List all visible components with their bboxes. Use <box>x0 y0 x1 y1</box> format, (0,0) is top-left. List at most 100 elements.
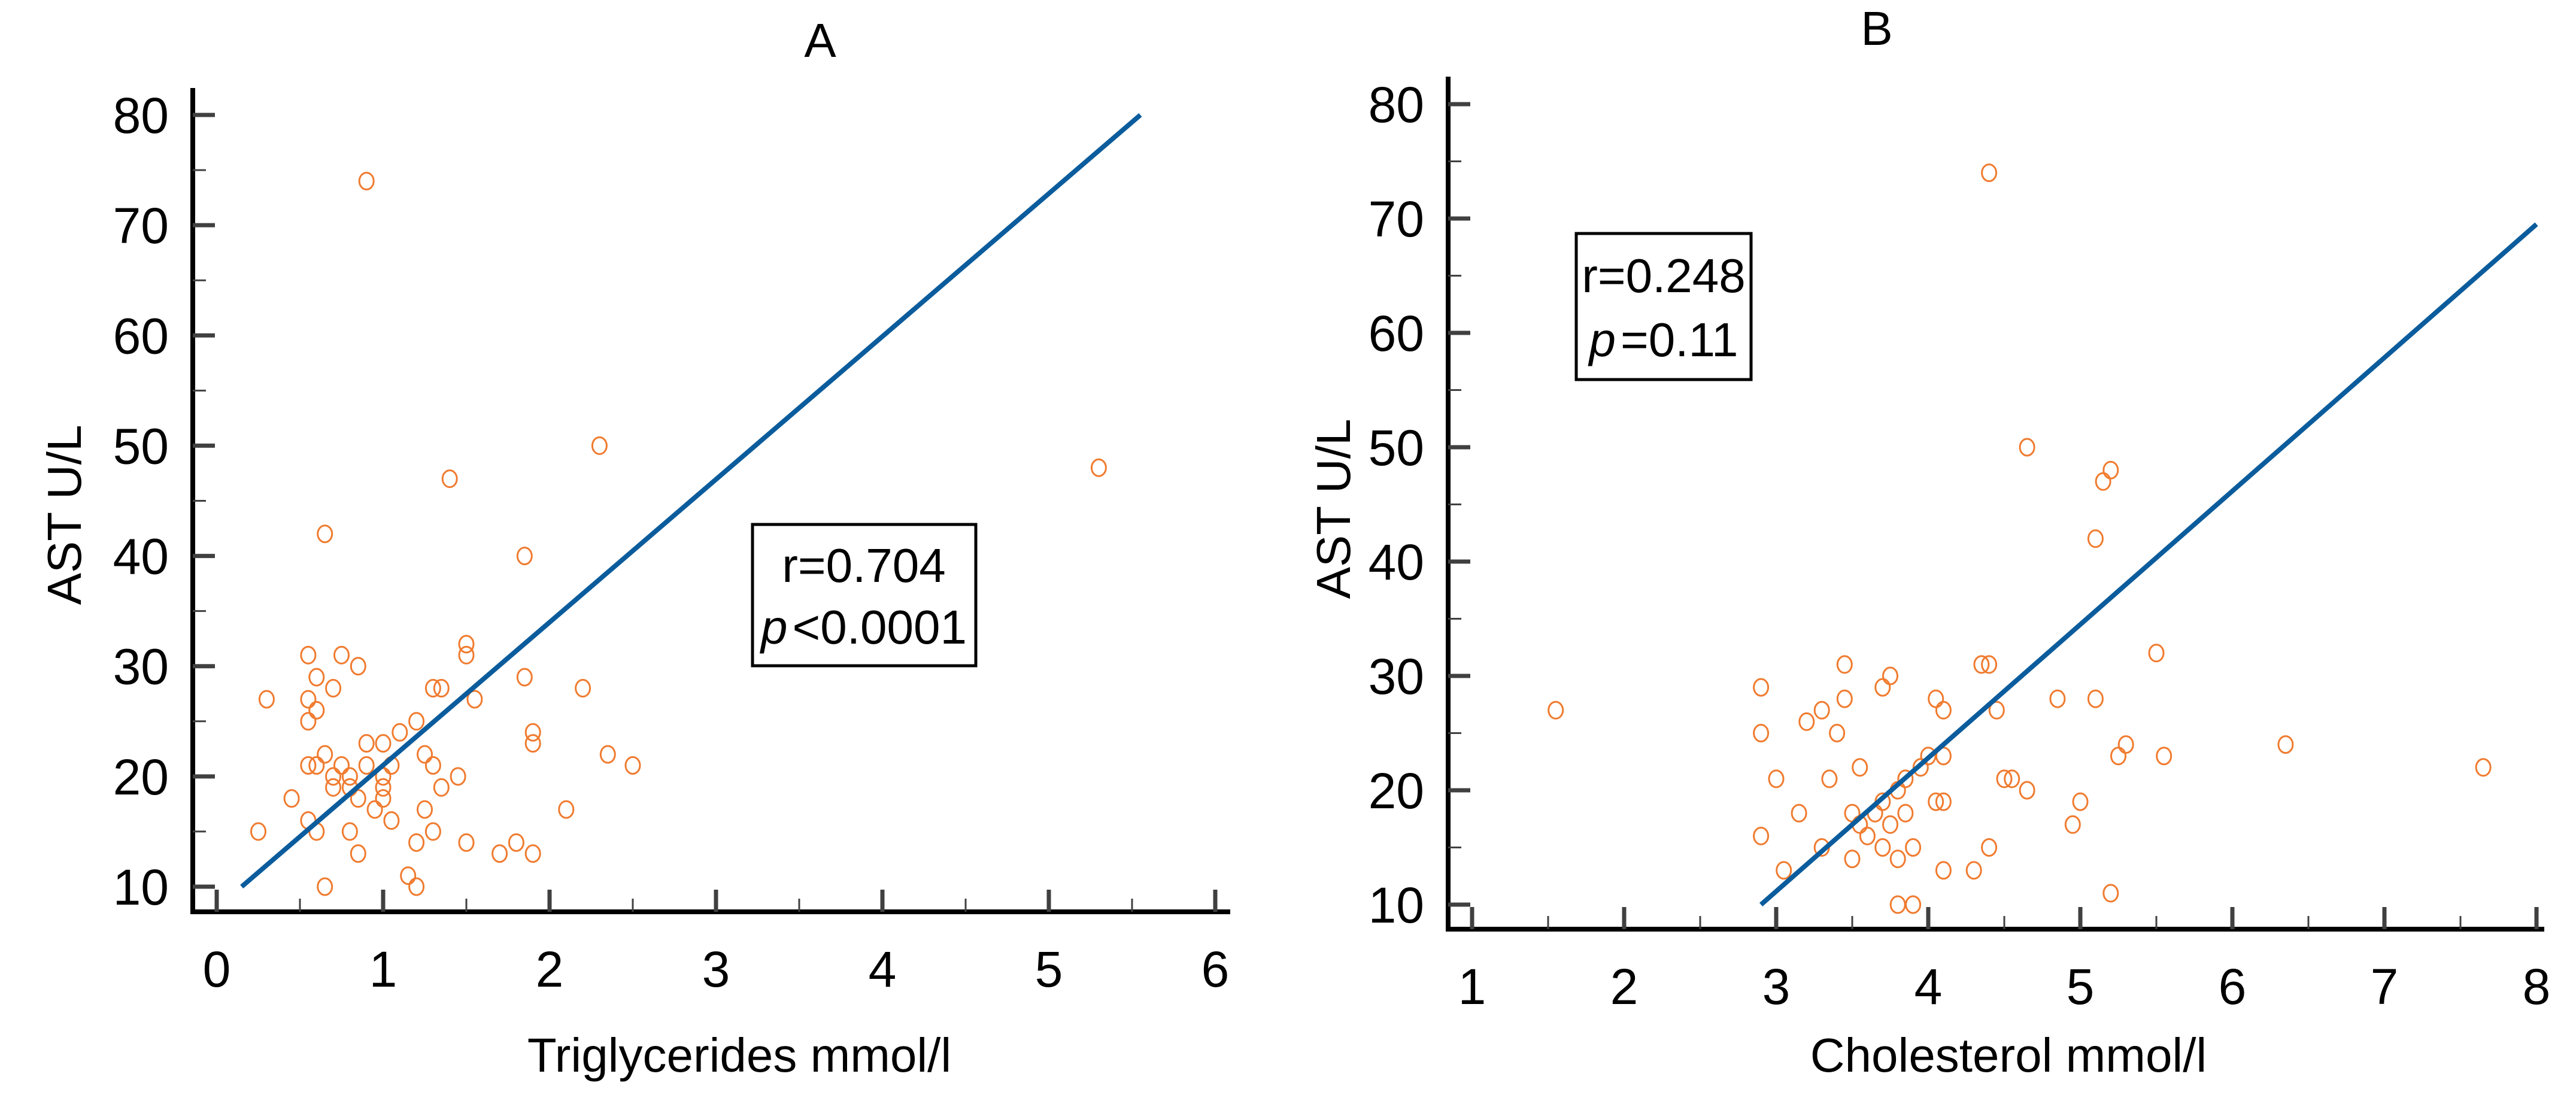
data-point <box>2004 769 2020 788</box>
data-point <box>1905 838 1922 857</box>
data-point <box>1829 724 1846 742</box>
x-tick-label: 6 <box>2219 959 2247 1015</box>
x-tick-label: 5 <box>1035 941 1063 997</box>
data-point <box>2156 747 2173 766</box>
data-point <box>2117 735 2134 754</box>
data-point <box>408 712 425 731</box>
data-point <box>466 690 483 709</box>
panel-a-p-value: p <0.0001 <box>760 600 967 654</box>
panel-b-annotation-box: r=0.248 p =0.11 <box>1574 232 1753 381</box>
data-point <box>1776 861 1792 880</box>
data-point <box>1889 850 1906 869</box>
x-tick-label: 3 <box>1762 959 1791 1015</box>
p-symbol: p <box>1588 313 1616 366</box>
y-tick-label: 70 <box>1369 191 1424 247</box>
y-tick-label: 20 <box>1369 763 1424 819</box>
data-point <box>1935 700 1952 720</box>
panel-a-x-axis-label: Triglycerides mmol/l <box>527 1029 951 1082</box>
y-tick-label: 40 <box>1369 534 1424 590</box>
data-point <box>408 877 425 896</box>
data-point <box>350 789 366 808</box>
data-point <box>1768 769 1785 788</box>
p-value-text: =0.11 <box>1621 313 1738 366</box>
data-point <box>350 657 366 676</box>
data-point <box>325 767 342 786</box>
data-point <box>1821 769 1838 788</box>
x-tick-label: 0 <box>203 941 231 997</box>
data-point <box>350 844 366 863</box>
data-point <box>333 645 350 665</box>
data-point <box>2019 438 2035 457</box>
data-point <box>424 679 441 698</box>
data-point <box>325 679 342 698</box>
data-point <box>341 767 358 786</box>
data-point <box>424 822 441 841</box>
data-point <box>300 756 317 775</box>
data-point <box>2475 758 2492 777</box>
data-point <box>417 745 433 764</box>
panel-b: B Cholesterol mmol/l AST U/L 10 20 30 40 50 6… <box>1307 2 2550 1082</box>
data-point <box>1981 655 1998 674</box>
data-point <box>1798 712 1815 731</box>
data-point <box>424 756 441 775</box>
data-point <box>1753 724 1770 742</box>
data-point <box>2102 884 2119 903</box>
data-point <box>1844 850 1861 869</box>
y-tick-label: 20 <box>113 749 169 805</box>
data-point <box>333 756 350 775</box>
data-point <box>383 811 400 830</box>
data-point <box>491 844 508 863</box>
data-point <box>408 833 425 852</box>
panel-a-annotation-box: r=0.704 p <0.0001 <box>751 523 978 668</box>
y-tick-label: 60 <box>113 308 169 364</box>
data-point <box>1897 803 1914 823</box>
data-point <box>1090 458 1107 477</box>
panel-a-title: A <box>804 14 836 67</box>
data-point <box>1548 700 1564 720</box>
data-point <box>1813 700 1830 720</box>
data-point <box>524 734 541 753</box>
panel-a: A Triglycerides mmol/l AST U/L 102030405… <box>38 14 1230 1082</box>
data-point <box>1791 803 1807 823</box>
panel-a-r-value: r=0.704 <box>782 539 946 592</box>
panel-b-x-axis-label: Cholesterol mmol/l <box>1810 1029 2207 1082</box>
y-tick-label: 60 <box>1369 305 1424 362</box>
data-point <box>524 723 541 742</box>
data-point <box>1874 838 1891 857</box>
regression-line <box>240 113 1142 889</box>
data-point <box>1965 861 1982 880</box>
data-point <box>317 745 333 764</box>
data-point <box>317 524 333 544</box>
p-symbol: p <box>760 600 788 654</box>
data-point <box>300 645 317 665</box>
data-point <box>375 734 392 753</box>
data-point <box>1928 792 1944 811</box>
data-point <box>599 745 616 764</box>
data-point <box>1981 838 1998 857</box>
data-point <box>1882 815 1898 834</box>
data-point <box>508 833 524 852</box>
x-tick-label: 4 <box>1914 959 1943 1015</box>
data-point <box>2049 689 2066 708</box>
data-point <box>1852 758 1868 777</box>
data-point <box>2087 529 2104 548</box>
x-tick-label: 1 <box>1458 959 1486 1015</box>
panel-b-r-value: r=0.248 <box>1582 249 1746 302</box>
x-tick-label: 1 <box>369 941 398 997</box>
data-point <box>308 668 325 687</box>
data-point <box>317 877 333 896</box>
data-point <box>1882 666 1898 686</box>
data-point <box>300 690 317 709</box>
data-point <box>300 712 317 731</box>
y-tick-label: 10 <box>1369 877 1424 933</box>
data-point <box>2148 644 2165 663</box>
data-point <box>2277 735 2294 754</box>
data-point <box>358 171 375 190</box>
data-point <box>433 679 450 698</box>
panel-b-title: B <box>1861 2 1892 55</box>
x-tick-label: 2 <box>1610 959 1639 1015</box>
data-point <box>433 778 450 797</box>
data-point <box>1935 861 1952 880</box>
data-point <box>1874 678 1891 697</box>
